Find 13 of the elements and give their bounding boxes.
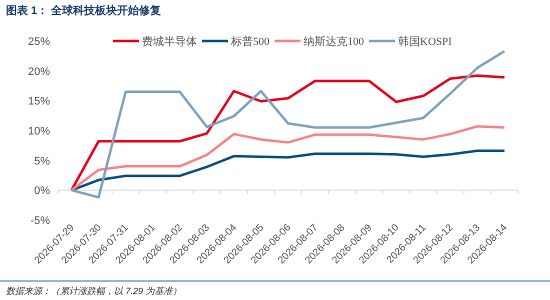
legend-label: 标普500 <box>230 35 270 48</box>
y-tick-label: 0% <box>34 185 50 198</box>
y-tick-label: -5% <box>30 215 50 227</box>
legend-label: 费城半导体 <box>142 35 197 48</box>
y-tick-label: 10% <box>28 126 50 138</box>
y-tick-label: 20% <box>28 66 50 78</box>
chart-title: 图表 1： 全球科技板块开始修复 <box>6 4 162 17</box>
y-tick-label: 15% <box>28 96 50 108</box>
y-tick-label: 25% <box>28 36 50 48</box>
legend-label: 韩国KOSPI <box>398 35 452 48</box>
source-note: 数据来源：（累计涨跌幅，以 7.29 为基准） <box>6 286 182 296</box>
y-tick-label: 5% <box>34 155 50 168</box>
legend-label: 纳斯达克100 <box>304 35 364 48</box>
